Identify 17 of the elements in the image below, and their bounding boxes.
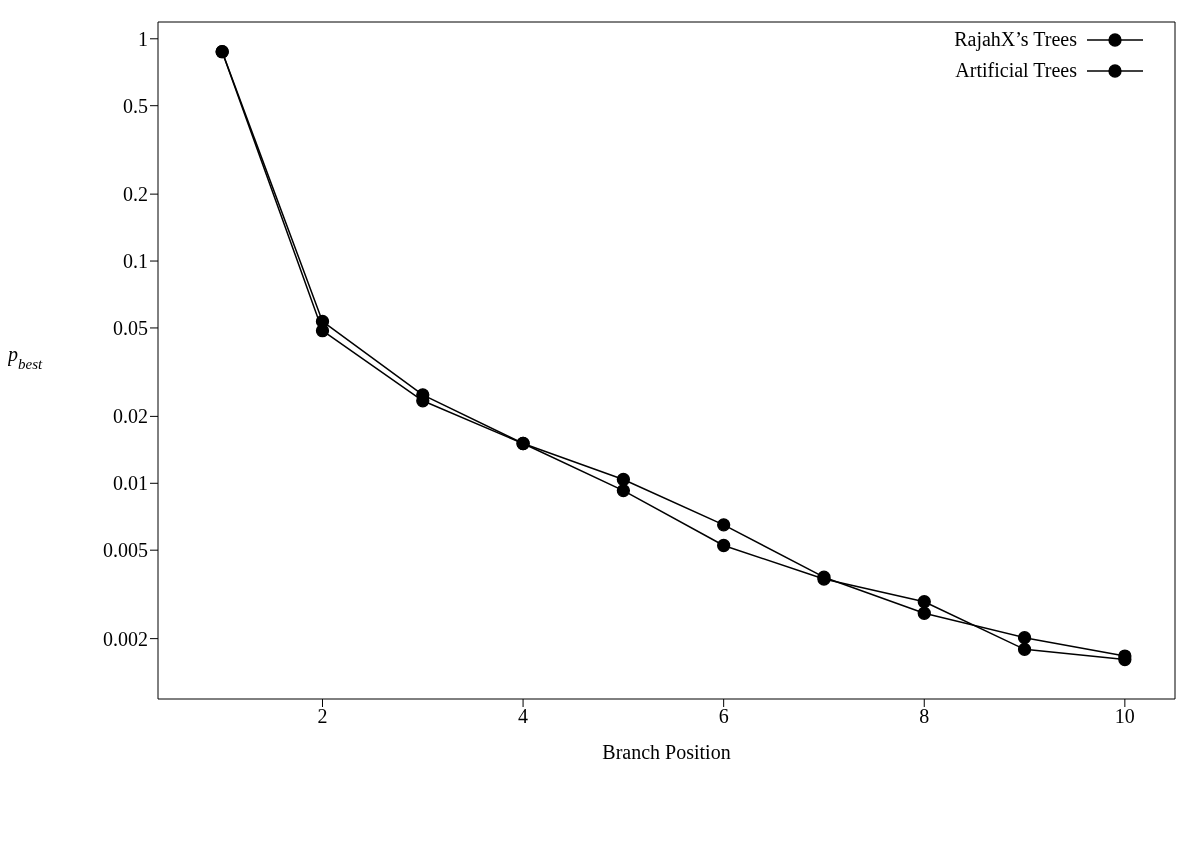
y-tick-label: 0.02 <box>113 405 148 428</box>
y-tick-label: 0.2 <box>123 183 148 206</box>
x-tick-label: 4 <box>518 705 529 728</box>
x-axis-title: Branch Position <box>602 741 731 763</box>
x-tick-label: 8 <box>919 705 930 728</box>
y-tick-label: 0.05 <box>113 317 148 340</box>
legend-label: RajahX’s Trees <box>954 28 1077 51</box>
x-tick-label: 10 <box>1114 705 1135 728</box>
y-tick-label: 0.01 <box>113 472 148 495</box>
y-tick-label: 1 <box>138 27 148 50</box>
y-tick-label: 0.005 <box>103 539 148 562</box>
legend-label: Artificial Trees <box>955 59 1077 82</box>
y-tick-label: 0.1 <box>123 250 148 273</box>
x-tick-label: 6 <box>718 705 729 728</box>
y-tick-label: 0.002 <box>103 627 148 650</box>
x-tick-label: 2 <box>317 705 328 728</box>
y-tick-label: 0.5 <box>123 94 148 117</box>
